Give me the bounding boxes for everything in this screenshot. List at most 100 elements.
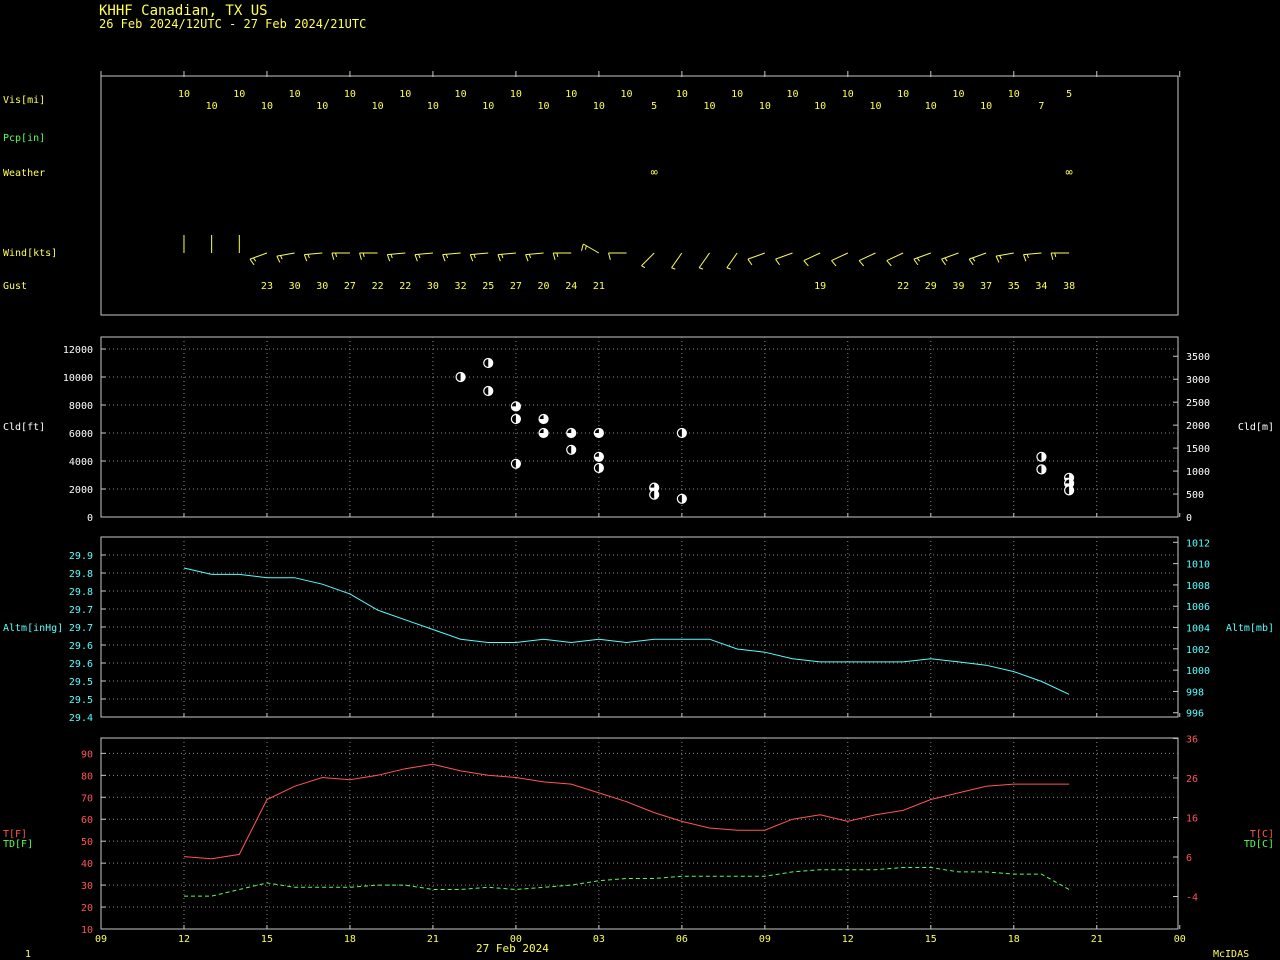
wind-barb <box>747 252 766 260</box>
gust-value: 38 <box>1063 281 1075 292</box>
wind-barb-flag <box>525 254 529 262</box>
vis-value: 10 <box>676 89 688 100</box>
weather-label: Weather <box>3 168 45 179</box>
cloud-m-tick-label: 0 <box>1186 513 1192 524</box>
wind-barb-flag <box>303 254 308 262</box>
vis-value: 5 <box>1066 89 1072 100</box>
altm-inhg-tick-label: 29.7 <box>69 623 93 634</box>
wind-barb-flag <box>775 258 781 266</box>
altm-mb-tick-label: 1008 <box>1186 581 1210 592</box>
td-c-label: TD[C] <box>1244 839 1274 850</box>
wind-barb-flag <box>913 258 919 266</box>
wind-barb-flag <box>831 260 837 267</box>
wind-barb-flag <box>1023 254 1027 262</box>
cloud-ft-tick-label: 6000 <box>69 429 93 440</box>
wind-barb-flag <box>249 258 255 266</box>
wind-barb <box>641 252 655 267</box>
vis-value: 10 <box>178 89 190 100</box>
vis-value: 10 <box>316 101 328 112</box>
gust-value: 22 <box>897 281 909 292</box>
gust-value: 39 <box>952 281 964 292</box>
vis-value: 10 <box>565 89 577 100</box>
gust-value: 30 <box>316 281 328 292</box>
cloud-point-fill <box>681 494 687 504</box>
altm-inhg-tick-label: 29.7 <box>69 605 93 616</box>
gust-label: Gust <box>3 281 27 292</box>
vis-value: 10 <box>759 101 771 112</box>
vis-label: Vis[mi] <box>3 95 45 106</box>
temp-f-tick-label: 30 <box>81 881 93 892</box>
wind-barb <box>775 252 793 260</box>
cloud-ft-tick-label: 0 <box>87 513 93 524</box>
wind-barb-flag <box>803 260 809 267</box>
cloud-point-fill <box>594 428 604 438</box>
cloud-point-fill <box>539 414 549 424</box>
wind-barb-flag <box>335 252 338 257</box>
cld-m-label: Cld[m] <box>1238 422 1274 433</box>
temp-c-tick-label: 26 <box>1186 774 1198 785</box>
altm-inhg-tick-label: 29.8 <box>69 569 93 580</box>
period-title: 26 Feb 2024/12UTC - 27 Feb 2024/21UTC <box>99 17 366 31</box>
pcp-label: Pcp[in] <box>3 133 45 144</box>
t-f-label: T[F] <box>3 829 27 840</box>
wind-barb-flag <box>386 254 391 262</box>
vis-value: 10 <box>455 89 467 100</box>
wind-barb-flag <box>941 258 946 266</box>
gust-value: 30 <box>289 281 301 292</box>
wind-barb-flag <box>886 260 892 267</box>
altm-inhg-tick-label: 29.8 <box>69 587 93 598</box>
wind-barb-flag <box>362 252 365 257</box>
vis-value: 10 <box>1008 89 1020 100</box>
date-label: 27 Feb 2024 <box>476 942 549 955</box>
wind-barb <box>886 252 904 262</box>
altm-mb-tick-label: 1012 <box>1186 538 1210 549</box>
wind-barb-flag <box>944 257 948 262</box>
temp-f-tick-label: 60 <box>81 815 93 826</box>
vis-value: 10 <box>621 89 633 100</box>
time-tick-label: 00 <box>510 934 522 945</box>
gust-value: 20 <box>538 281 550 292</box>
cloud-m-tick-label: 500 <box>1186 490 1204 501</box>
vis-value: 10 <box>593 101 605 112</box>
wind-barb-flag <box>747 258 753 266</box>
gust-value: 27 <box>344 281 356 292</box>
wind-barb-flag <box>307 254 310 259</box>
wind-barb-flag <box>1054 252 1057 257</box>
cloud-point-fill <box>566 428 576 438</box>
wind-barb-flag <box>584 245 587 250</box>
vis-value: 10 <box>510 89 522 100</box>
wind-barb <box>470 252 489 256</box>
wind-barb-flag <box>276 255 281 263</box>
time-tick-label: 09 <box>95 934 107 945</box>
vis-value: 10 <box>842 89 854 100</box>
t-c-label: T[C] <box>1250 829 1274 840</box>
wind-barb <box>497 252 516 256</box>
gust-value: 32 <box>455 281 467 292</box>
cloud-ft-tick-label: 2000 <box>69 485 93 496</box>
wind-barb-flag <box>414 254 418 262</box>
wind-barb-flag <box>279 255 283 260</box>
gust-value: 35 <box>1008 281 1020 292</box>
cloud-ft-tick-label: 8000 <box>69 401 93 412</box>
cloud-point-fill <box>1064 478 1074 488</box>
temp-f-tick-label: 90 <box>81 749 93 760</box>
cloud-point-fill <box>488 358 493 368</box>
time-tick-label: 18 <box>1008 934 1020 945</box>
altimeter-panel-frame <box>100 536 1179 718</box>
vis-value: 10 <box>731 89 743 100</box>
vis-value: 5 <box>651 101 657 112</box>
td-f-label: TD[F] <box>3 839 33 850</box>
vis-value: 7 <box>1038 101 1044 112</box>
cloud-m-tick-label: 1500 <box>1186 444 1210 455</box>
temp-f-tick-label: 50 <box>81 837 93 848</box>
cloud-point-fill <box>649 483 659 493</box>
gust-value: 19 <box>814 281 826 292</box>
altm-mb-tick-label: 1000 <box>1186 666 1210 677</box>
time-tick-label: 12 <box>842 934 854 945</box>
wind-barb-flag <box>995 255 1000 263</box>
temp-f-tick-label: 80 <box>81 771 93 782</box>
cloud-ft-tick-label: 10000 <box>63 373 93 384</box>
temp-f-tick-label: 70 <box>81 793 93 804</box>
wind-barb <box>698 252 710 269</box>
vis-value: 10 <box>261 101 273 112</box>
